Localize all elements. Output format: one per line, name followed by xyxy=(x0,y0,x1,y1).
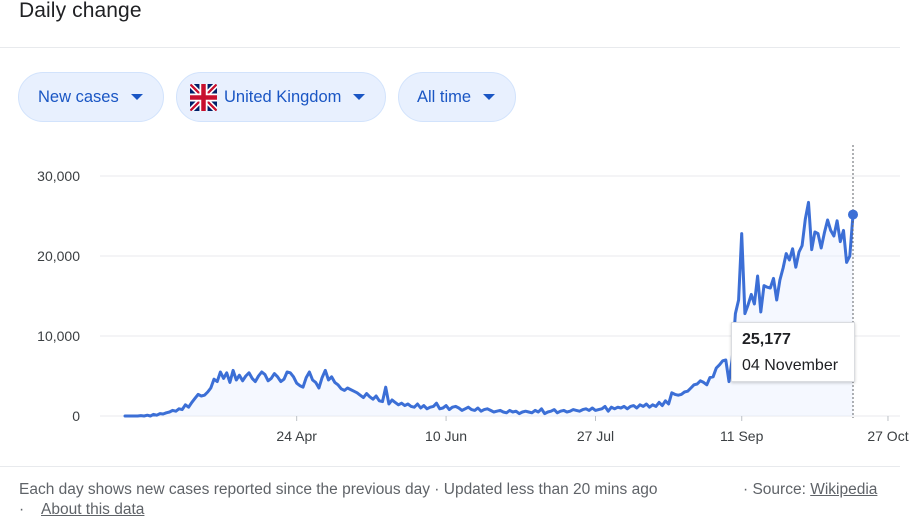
y-tick-label: 10,000 xyxy=(37,328,80,344)
source-label: · Source: xyxy=(743,481,806,498)
period-dropdown-label: All time xyxy=(417,87,472,106)
footer: Each day shows new cases reported since … xyxy=(19,480,899,518)
x-tick-label: 24 Apr xyxy=(276,428,317,444)
country-dropdown[interactable]: United Kingdom xyxy=(176,72,386,122)
page-title: Daily change xyxy=(19,0,142,22)
chevron-down-icon xyxy=(353,94,366,100)
uk-flag-icon xyxy=(190,83,217,111)
footer-separator: · xyxy=(19,501,25,518)
y-tick-label: 20,000 xyxy=(37,248,80,264)
metric-dropdown-label: New cases xyxy=(38,87,119,106)
chart-tooltip: 25,177 04 November xyxy=(731,322,855,382)
x-tick-label: 10 Jun xyxy=(425,428,467,444)
footer-note: Each day shows new cases reported since … xyxy=(19,481,658,498)
hover-point xyxy=(848,209,858,220)
period-dropdown[interactable]: All time xyxy=(398,72,516,122)
x-tick-label: 11 Sep xyxy=(720,428,764,444)
source-attribution: · Source: Wikipedia xyxy=(743,480,877,500)
chevron-down-icon xyxy=(130,94,143,100)
series-area xyxy=(125,202,853,416)
footer-divider xyxy=(0,466,900,467)
chevron-down-icon xyxy=(483,94,496,100)
daily-change-chart[interactable]: 0 10,000 20,000 30,000 24 Apr 10 Jun 27 Jul 11 … xyxy=(0,130,913,460)
metric-dropdown[interactable]: New cases xyxy=(18,72,164,122)
y-tick-label: 30,000 xyxy=(37,168,80,184)
x-tick-label: 27 Jul xyxy=(577,428,614,444)
tooltip-date: 04 November xyxy=(742,357,839,374)
about-data-link[interactable]: About this data xyxy=(41,501,145,518)
header-divider xyxy=(0,47,900,48)
x-tick-label: 27 Oct xyxy=(867,428,908,444)
tooltip-value: 25,177 xyxy=(742,331,791,348)
source-link[interactable]: Wikipedia xyxy=(810,481,878,498)
y-tick-label: 0 xyxy=(72,408,80,424)
chart-area[interactable]: 0 10,000 20,000 30,000 24 Apr 10 Jun 27 Jul 11 … xyxy=(0,130,913,460)
country-dropdown-label: United Kingdom xyxy=(224,87,342,106)
